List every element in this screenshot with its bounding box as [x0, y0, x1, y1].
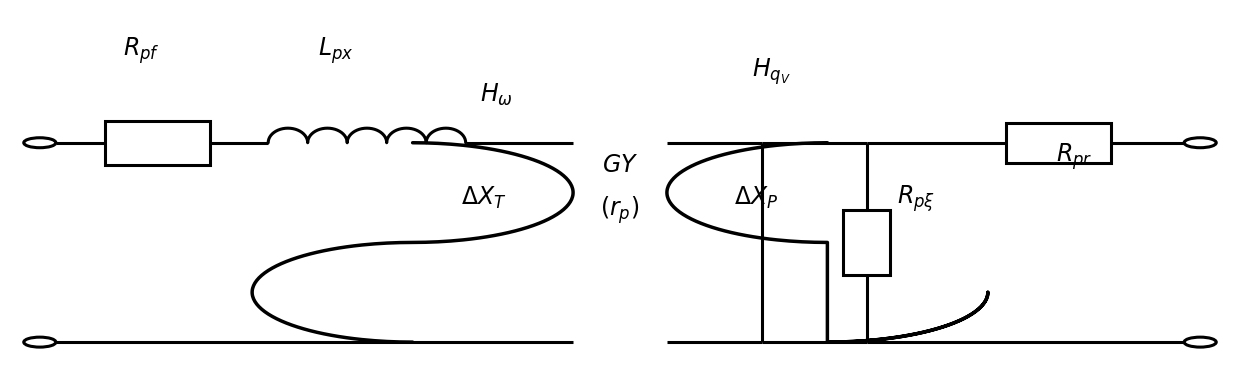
- Bar: [843, 210, 890, 275]
- Bar: [104, 121, 210, 165]
- Text: $GY$: $GY$: [601, 154, 639, 177]
- Text: $H_{q_V}$: $H_{q_V}$: [753, 56, 791, 87]
- Text: $L_{px}$: $L_{px}$: [319, 35, 353, 66]
- Text: $\Delta X_P$: $\Delta X_P$: [734, 185, 777, 212]
- Text: $R_{p\xi}$: $R_{p\xi}$: [898, 183, 935, 214]
- Text: $R_{pr}$: $R_{pr}$: [1056, 141, 1092, 172]
- Text: $H_{\omega}$: $H_{\omega}$: [480, 82, 513, 108]
- Text: $R_{pf}$: $R_{pf}$: [123, 35, 160, 66]
- Bar: [1006, 123, 1111, 163]
- Text: $(r_p)$: $(r_p)$: [600, 194, 640, 226]
- Text: $\Delta X_T$: $\Delta X_T$: [461, 185, 507, 212]
